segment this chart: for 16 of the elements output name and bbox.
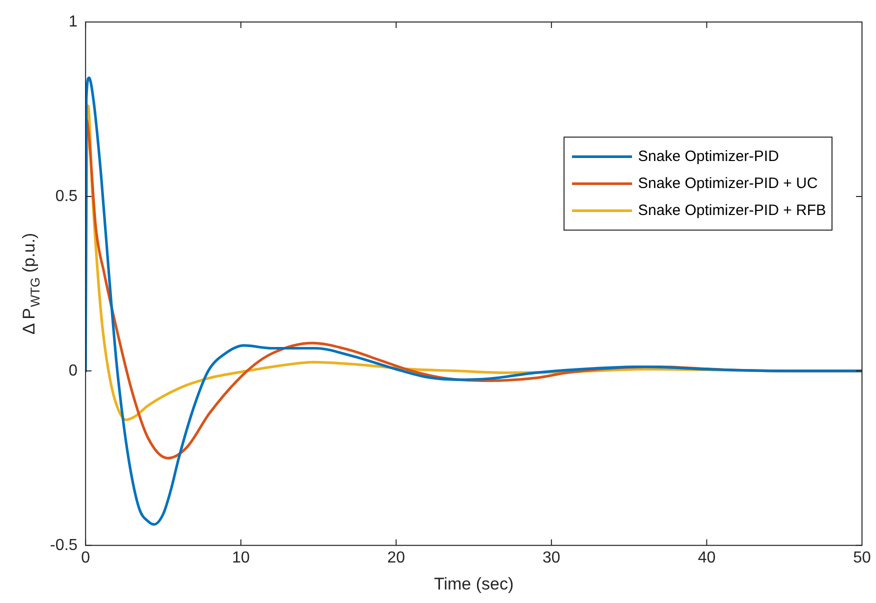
line-series (86, 76, 862, 526)
x-tick-label: 50 (853, 549, 871, 566)
x-tick-label: 10 (232, 549, 250, 566)
legend-label: Snake Optimizer-PID + UC (638, 174, 818, 192)
y-tick-label: 0.5 (55, 188, 78, 205)
x-axis-title: Time (sec) (434, 574, 514, 594)
legend-label: Snake Optimizer-PID (638, 148, 780, 165)
y-tick-label: 1 (68, 13, 78, 30)
x-tick-label: 30 (542, 549, 560, 566)
x-tick-label: 0 (81, 549, 90, 566)
x-tick-label: 20 (387, 549, 406, 566)
legend-label: Snake Optimizer-PID + RFB (638, 202, 826, 219)
y-axis-title: Δ PWTG (p.u.) (20, 232, 42, 334)
x-tick-label: 40 (698, 549, 716, 566)
y-tick-label: 0 (68, 362, 78, 380)
y-tick-label: -0.5 (50, 536, 78, 554)
